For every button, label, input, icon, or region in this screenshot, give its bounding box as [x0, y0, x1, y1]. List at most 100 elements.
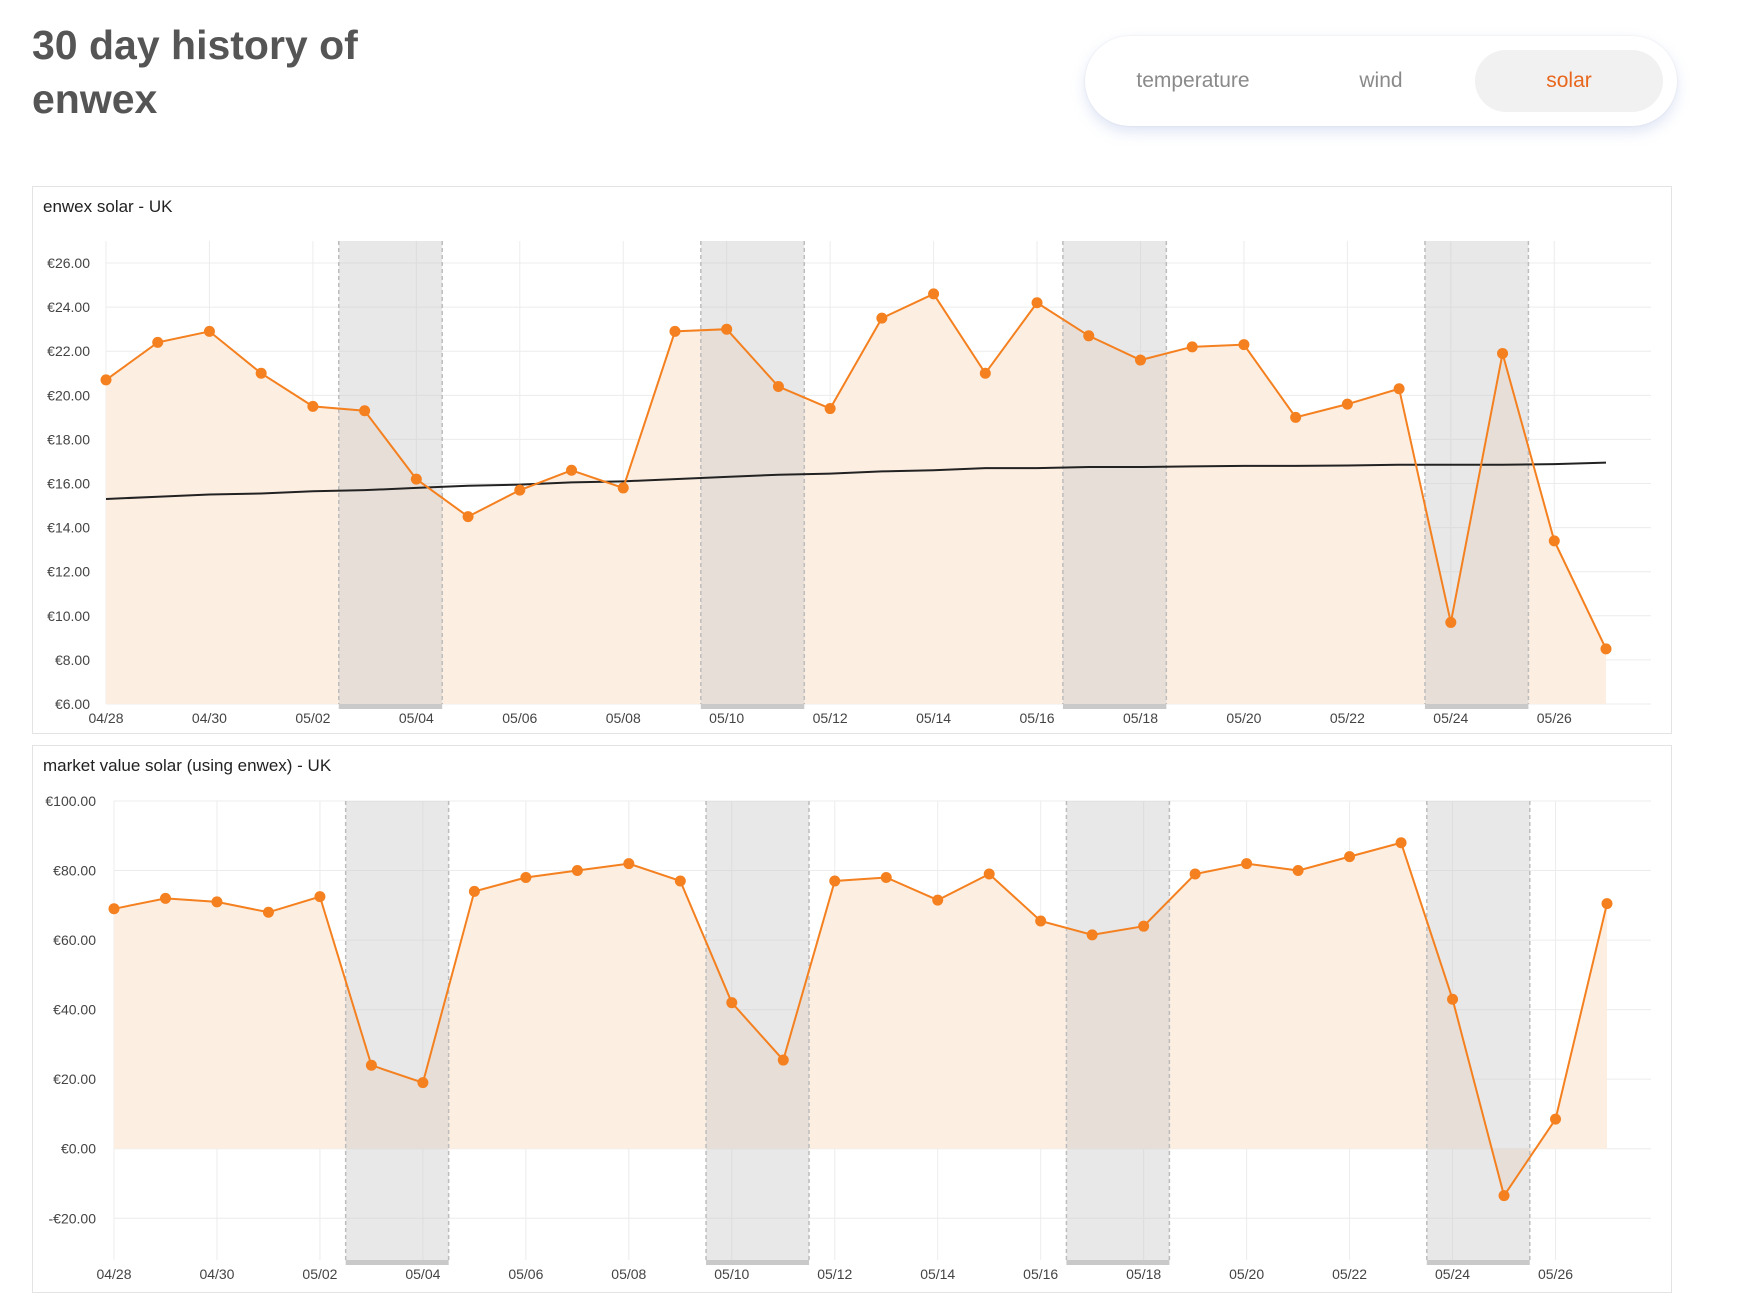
y-tick-label: €8.00: [55, 652, 90, 668]
data-point: [462, 511, 474, 523]
data-point: [1138, 920, 1150, 932]
weekend-band: [1066, 801, 1170, 1260]
weekend-band-marker: [1066, 1260, 1170, 1265]
data-point: [1189, 868, 1201, 880]
chart-title: enwex solar - UK: [43, 197, 173, 216]
x-tick-label: 05/02: [302, 1266, 337, 1282]
x-tick-label: 05/08: [611, 1266, 646, 1282]
data-point: [410, 473, 422, 485]
x-tick-label: 05/06: [502, 710, 537, 726]
data-point: [1497, 347, 1509, 359]
data-point: [674, 875, 686, 887]
weekend-band: [1426, 801, 1530, 1260]
x-tick-label: 05/14: [920, 1266, 955, 1282]
series-area-fill: [114, 842, 1607, 1196]
x-tick-label: 05/02: [295, 710, 330, 726]
weekend-band-marker: [706, 1260, 810, 1265]
weekend-band-marker: [700, 704, 805, 709]
trend-line: [105, 461, 1607, 500]
market-value-chart-panel: market value solar (using enwex) - UK -€…: [32, 745, 1672, 1293]
x-tick-label: 05/06: [508, 1266, 543, 1282]
x-tick-label: 05/22: [1332, 1266, 1367, 1282]
x-tick-label: 05/04: [405, 1266, 440, 1282]
data-point: [1238, 339, 1250, 351]
x-tick-label: 05/22: [1330, 710, 1365, 726]
weekend-band-marker: [1426, 1260, 1530, 1265]
data-point: [876, 312, 888, 324]
data-point: [566, 464, 578, 476]
data-point: [617, 482, 629, 494]
x-tick-label: 05/26: [1538, 1266, 1573, 1282]
data-point: [829, 875, 841, 887]
data-point: [1186, 341, 1198, 353]
x-tick-label: 04/28: [88, 710, 123, 726]
series-area-fill: [106, 293, 1606, 704]
x-tick-label: 05/18: [1126, 1266, 1161, 1282]
data-point: [359, 405, 371, 417]
x-tick-label: 05/20: [1226, 710, 1261, 726]
x-tick-label: 05/10: [709, 710, 744, 726]
weekend-band: [338, 241, 443, 704]
data-point: [1341, 398, 1353, 410]
data-point: [1134, 354, 1146, 366]
y-tick-label: €12.00: [47, 564, 90, 580]
data-point: [307, 400, 319, 412]
data-point: [108, 903, 120, 915]
data-point: [824, 403, 836, 415]
x-tick-label: 05/10: [714, 1266, 749, 1282]
y-tick-label: €24.00: [47, 299, 90, 315]
tab-wind[interactable]: wind: [1359, 69, 1403, 92]
data-point: [1035, 915, 1047, 927]
y-tick-label: €26.00: [47, 255, 90, 271]
metric-tab-switcher: temperature wind solar: [1085, 36, 1677, 126]
y-tick-label: €10.00: [47, 608, 90, 624]
tab-temperature[interactable]: temperature: [1136, 69, 1250, 92]
x-tick-label: 05/16: [1023, 1266, 1058, 1282]
y-tick-label: -€20.00: [49, 1210, 97, 1226]
data-point: [1031, 297, 1043, 309]
y-tick-label: €20.00: [53, 1071, 96, 1087]
data-point: [983, 868, 995, 880]
data-point: [1393, 383, 1405, 395]
data-point: [417, 1077, 429, 1089]
weekend-band-marker: [1424, 704, 1529, 709]
data-point: [211, 896, 223, 908]
x-tick-label: 05/04: [399, 710, 434, 726]
data-point: [100, 374, 112, 386]
x-tick-label: 05/24: [1435, 1266, 1470, 1282]
data-point: [1447, 993, 1459, 1005]
data-point: [514, 484, 526, 496]
series-line: [105, 292, 1607, 650]
x-tick-label: 05/24: [1433, 710, 1468, 726]
x-tick-label: 05/16: [1020, 710, 1055, 726]
data-point: [721, 323, 733, 335]
data-point: [314, 891, 326, 903]
x-tick-label: 05/18: [1123, 710, 1158, 726]
series-line: [113, 841, 1608, 1199]
data-point: [255, 367, 267, 379]
weekend-band: [1424, 241, 1529, 704]
y-tick-label: €18.00: [47, 431, 90, 447]
x-tick-label: 04/28: [96, 1266, 131, 1282]
y-tick-label: €14.00: [47, 520, 90, 536]
y-tick-label: €60.00: [53, 932, 96, 948]
enwex-solar-chart: €6.00 €8.00 €10.00 €12.00 €14.00 €16.00 €18.00…: [47, 241, 1651, 726]
data-point: [1290, 411, 1302, 423]
data-point: [772, 381, 784, 393]
x-tick-label: 04/30: [199, 1266, 234, 1282]
data-point: [1601, 898, 1613, 910]
chart-title: market value solar (using enwex) - UK: [43, 756, 332, 775]
data-point: [669, 325, 681, 337]
tab-solar[interactable]: solar: [1475, 50, 1663, 112]
weekend-band: [700, 241, 805, 704]
page-title: 30 day history of enwex: [32, 22, 358, 122]
data-point: [520, 872, 532, 883]
x-tick-label: 05/14: [916, 710, 951, 726]
data-point: [1498, 1190, 1510, 1202]
data-point: [159, 892, 171, 904]
weekend-band-marker: [1062, 704, 1167, 709]
market-value-solar-chart: -€20.00 €0.00 €20.00 €40.00 €60.00 €80.00 €100…: [45, 793, 1651, 1282]
x-tick-label: 05/08: [606, 710, 641, 726]
enwex-solar-chart-panel: enwex solar - UK €6.00 €8.00 €10.00 €12.00 €…: [32, 186, 1672, 734]
data-point: [152, 336, 164, 348]
